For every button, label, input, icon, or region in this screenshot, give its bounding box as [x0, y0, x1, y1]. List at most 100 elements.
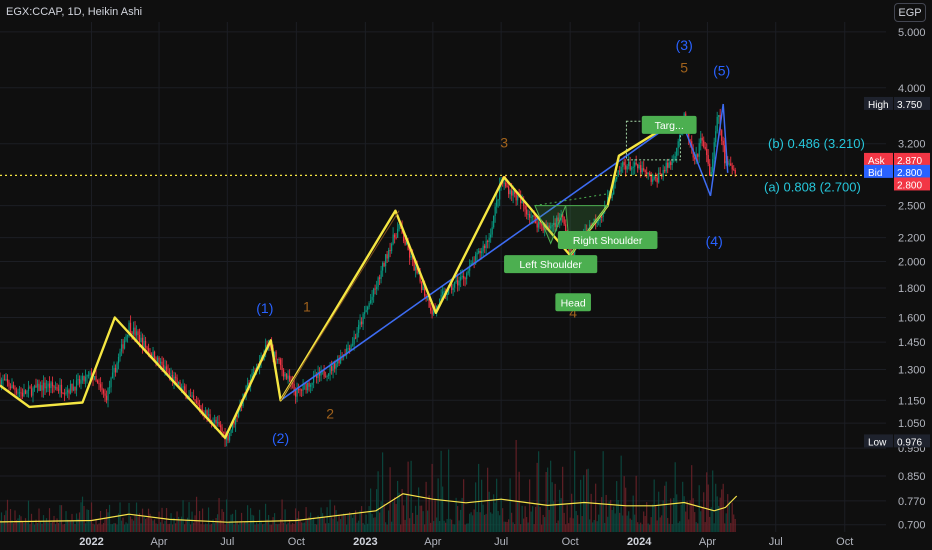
candle-body [38, 383, 40, 391]
candle-body [634, 162, 636, 167]
candle-body [482, 245, 484, 252]
candle-body [469, 265, 471, 271]
volume-bar [484, 514, 486, 532]
volume-bar [455, 497, 457, 532]
volume-bar [186, 517, 189, 532]
candle-body [446, 293, 448, 296]
head-shoulders-shape [534, 205, 609, 257]
volume-bar [71, 513, 73, 532]
volume-bar [242, 522, 244, 532]
candle-body [150, 353, 153, 358]
candle-body [494, 206, 496, 216]
candle-body [336, 358, 339, 364]
volume-bar [290, 524, 292, 532]
candle-body [478, 250, 480, 253]
candle-body [599, 216, 601, 220]
candle-body [68, 390, 70, 394]
volume-bar [619, 512, 621, 532]
volume-bar [649, 524, 651, 532]
candle-body [550, 226, 552, 229]
candle-body [158, 357, 160, 364]
candle-body [656, 177, 658, 183]
candle-body [512, 191, 514, 196]
candle-body [388, 250, 390, 259]
volume-bar [719, 497, 721, 532]
volume-bar [339, 519, 342, 532]
volume-bar [273, 513, 276, 532]
volume-bar [361, 506, 363, 532]
candle-body [273, 351, 276, 358]
volume-bar [287, 523, 289, 532]
volume-bar [446, 518, 448, 532]
volume-bar [120, 520, 123, 532]
candle-body [218, 422, 220, 426]
candle-body [234, 415, 237, 425]
candle-body [350, 345, 352, 351]
candle-body [404, 240, 406, 245]
candle-body [710, 171, 712, 176]
volume-bar [47, 522, 49, 532]
volume-bar [631, 519, 633, 532]
volume-bar [643, 511, 645, 532]
volume-bar [189, 524, 192, 532]
volume-bar [550, 460, 552, 532]
volume-bar [75, 513, 78, 532]
volume-bar [413, 523, 415, 532]
volume-bar [183, 524, 186, 532]
candle-body [279, 359, 282, 366]
volume-bar [509, 478, 511, 532]
volume-bar [397, 480, 399, 532]
volume-bar [406, 494, 408, 532]
volume-bar [279, 519, 282, 532]
candle-body [377, 277, 379, 287]
volume-bar [309, 512, 312, 532]
price-tag-label: High [868, 100, 889, 111]
volume-bar [574, 450, 576, 532]
candle-body [725, 160, 727, 164]
candle-body [264, 345, 267, 352]
volume-bar [418, 487, 420, 532]
volume-bar [191, 511, 193, 532]
volume-bar [149, 513, 151, 532]
candle-body [707, 155, 709, 164]
volume-ma-line [0, 493, 738, 523]
volume-bar [496, 478, 498, 532]
candle-body [649, 173, 651, 176]
candle-body [227, 435, 229, 441]
volume-bar [246, 505, 249, 532]
volume-bar [617, 499, 619, 532]
volume-bar [311, 520, 313, 532]
volume-bar [323, 517, 325, 532]
volume-bar [135, 502, 138, 532]
volume-bar [604, 522, 606, 532]
price-tag-box [894, 434, 930, 448]
candle-body [526, 209, 528, 215]
volume-bar [62, 524, 64, 532]
volume-bar [605, 494, 607, 532]
candle-body [364, 312, 366, 314]
candle-body [691, 141, 693, 149]
price-tag-value: 2.800 [897, 168, 922, 179]
volume-bar [695, 522, 697, 532]
volume-bar [491, 513, 493, 532]
pattern-label-box [641, 115, 697, 134]
candle-body [141, 337, 144, 348]
volume-bar [490, 512, 492, 532]
x-tick-label: Apr [699, 536, 716, 548]
volume-bar [8, 523, 10, 532]
candle-body [71, 384, 73, 391]
volume-bar [20, 516, 22, 532]
volume-bar [713, 523, 715, 532]
volume-bar [452, 524, 454, 532]
candle-body [542, 225, 544, 231]
volume-bar [167, 524, 169, 532]
volume-bar [598, 514, 600, 532]
volume-bar [321, 513, 324, 532]
fib-label-lower: (a) 0.808 (2.700) [764, 179, 861, 194]
volume-bar [665, 481, 667, 532]
x-tick-label: Apr [424, 536, 441, 548]
currency-button[interactable]: EGP [894, 3, 926, 22]
candle-body [236, 415, 238, 417]
volume-bar [327, 523, 330, 532]
